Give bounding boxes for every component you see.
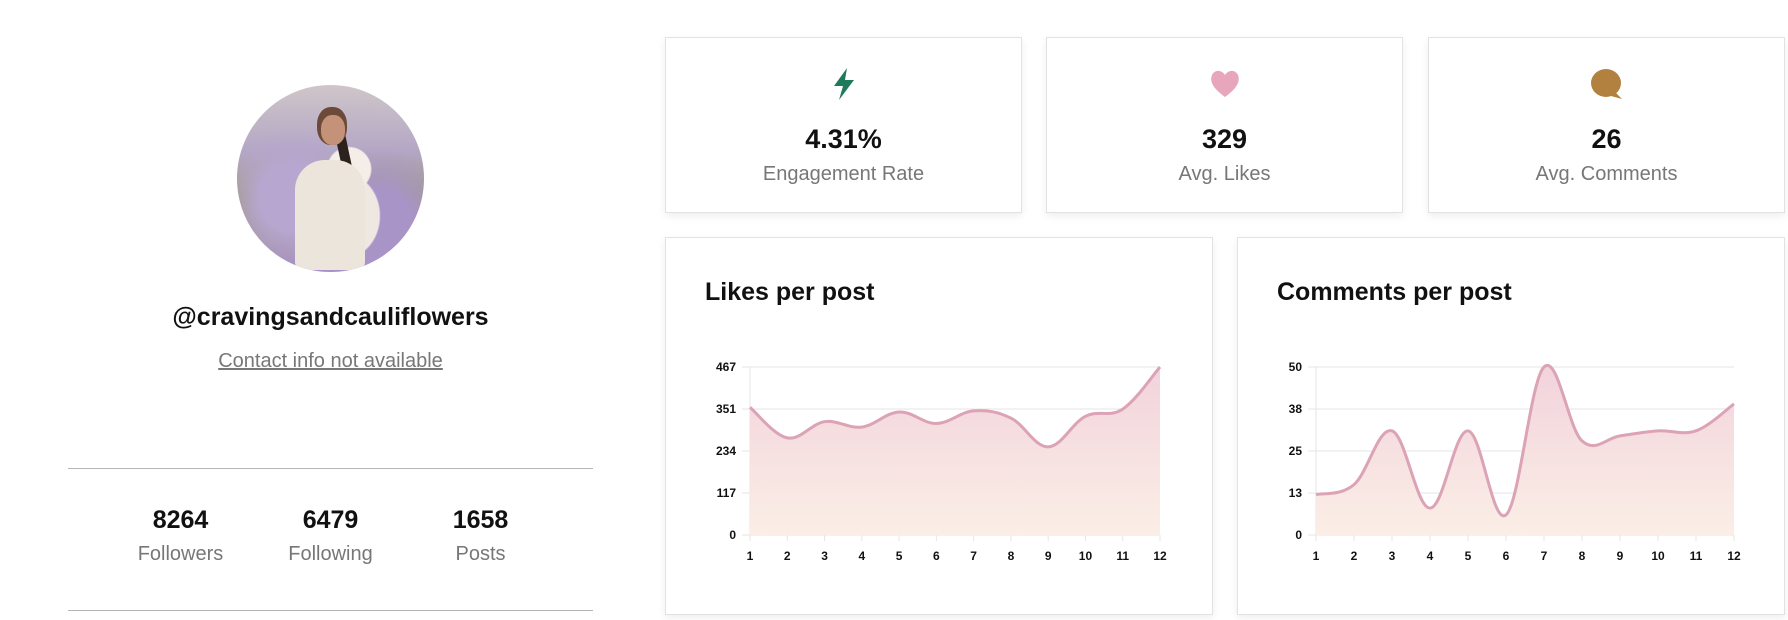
y-tick-label: 25 <box>1289 444 1303 458</box>
y-tick-label: 50 <box>1289 360 1303 374</box>
x-tick-label: 4 <box>858 549 865 563</box>
x-tick-label: 2 <box>784 549 791 563</box>
x-tick-label: 11 <box>1116 549 1129 563</box>
series-line <box>1315 363 1735 518</box>
contact-info-link[interactable]: Contact info not available <box>218 350 443 372</box>
x-tick-label: 9 <box>1617 549 1624 563</box>
area-fill <box>1316 365 1734 535</box>
kpi-card-engagement-rate: 4.31% Engagement Rate <box>665 37 1022 213</box>
series-line <box>748 366 1162 449</box>
x-tick-label: 9 <box>1045 549 1052 563</box>
stat-value: 1658 <box>452 506 509 534</box>
stat-label: Posts <box>455 543 506 565</box>
x-tick-label: 2 <box>1351 549 1358 563</box>
kpi-value: 4.31% <box>805 124 882 154</box>
x-tick-label: 5 <box>1465 549 1472 563</box>
kpi-label: Avg. Comments <box>1535 163 1678 185</box>
lightning-bolt-icon <box>833 68 854 100</box>
profile-handle: @cravingsandcauliflowers <box>172 303 489 331</box>
stat-label: Followers <box>137 543 224 565</box>
x-tick-label: 12 <box>1727 549 1741 563</box>
y-tick-label: 117 <box>717 486 737 500</box>
stat-value: 6479 <box>302 506 359 534</box>
x-tick-label: 5 <box>896 549 903 563</box>
stat-followers: 8264 Followers <box>106 506 256 566</box>
kpi-value: 329 <box>1201 124 1248 154</box>
avatar <box>237 85 424 272</box>
x-tick-label: 6 <box>933 549 940 563</box>
y-tick-label: 0 <box>729 528 736 542</box>
y-tick-label: 0 <box>1295 528 1302 542</box>
comments-per-post-card: 0 13 25 38 50 1 2 3 4 5 6 7 8 9 10 11 12 Comments per po… <box>1237 237 1785 615</box>
avatar-dress <box>295 160 365 270</box>
chart-title: Likes per post <box>705 278 875 306</box>
y-tick-label: 351 <box>716 402 736 416</box>
avatar-face <box>321 115 345 145</box>
x-tick-label: 12 <box>1153 549 1167 563</box>
stat-label: Following <box>288 543 373 565</box>
stat-value: 8264 <box>152 506 209 534</box>
kpi-label: Engagement Rate <box>762 163 925 185</box>
x-tick-label: 11 <box>1690 549 1703 563</box>
x-tick-label: 1 <box>747 549 754 563</box>
x-tick-label: 3 <box>1389 549 1396 563</box>
chart-title: Comments per post <box>1277 278 1512 306</box>
divider-bottom <box>68 610 593 611</box>
stat-posts: 1658 Posts <box>406 506 556 566</box>
x-tick-label: 8 <box>1579 549 1586 563</box>
kpi-card-avg-comments: 26 Avg. Comments <box>1428 37 1785 213</box>
x-tick-label: 10 <box>1079 549 1093 563</box>
x-tick-label: 6 <box>1503 549 1510 563</box>
speech-bubble-icon <box>1590 69 1622 99</box>
likes-per-post-card: 0 117 234 351 467 1 2 3 4 5 6 7 8 9 10 11 12 Likes per p… <box>665 237 1213 615</box>
y-tick-label: 13 <box>1289 486 1303 500</box>
y-tick-label: 234 <box>716 444 736 458</box>
kpi-label: Avg. Likes <box>1178 163 1271 185</box>
x-tick-label: 3 <box>821 549 828 563</box>
kpi-card-avg-likes: 329 Avg. Likes <box>1046 37 1403 213</box>
x-tick-label: 1 <box>1313 549 1320 563</box>
y-tick-label: 38 <box>1289 402 1303 416</box>
x-tick-label: 4 <box>1427 549 1434 563</box>
area-fill <box>750 367 1160 535</box>
profile-panel: @cravingsandcauliflowers Contact info no… <box>68 0 593 620</box>
heart-icon <box>1210 70 1239 97</box>
kpi-value: 26 <box>1591 124 1622 154</box>
x-tick-label: 7 <box>970 549 977 563</box>
x-tick-label: 10 <box>1651 549 1665 563</box>
y-tick-label: 467 <box>716 360 736 374</box>
divider-top <box>68 468 593 469</box>
x-tick-label: 7 <box>1541 549 1548 563</box>
profile-stats: 8264 Followers 6479 Following 1658 Posts <box>68 506 593 566</box>
stat-following: 6479 Following <box>256 506 406 566</box>
x-tick-label: 8 <box>1008 549 1015 563</box>
